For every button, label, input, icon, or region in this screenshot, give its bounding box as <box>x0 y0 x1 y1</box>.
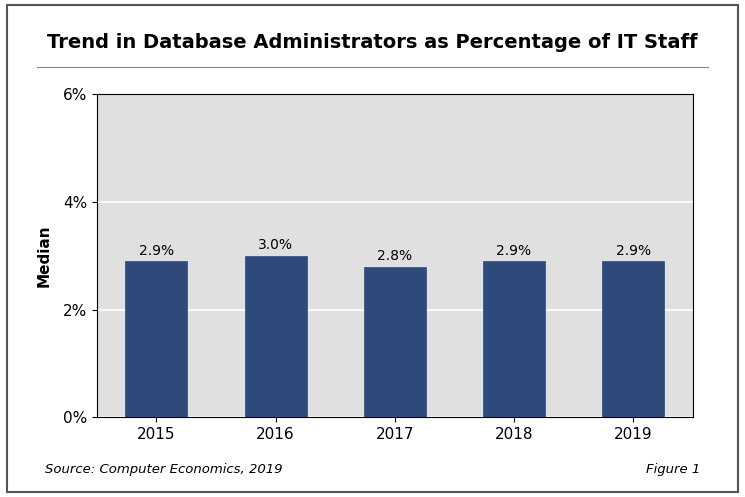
Bar <box>602 261 665 417</box>
Bar <box>125 261 188 417</box>
Bar <box>364 267 426 417</box>
Text: 3.0%: 3.0% <box>259 238 293 252</box>
Text: 2.9%: 2.9% <box>615 244 651 257</box>
Bar <box>244 256 307 417</box>
Text: 2.9%: 2.9% <box>139 244 174 257</box>
Text: Trend in Database Administrators as Percentage of IT Staff: Trend in Database Administrators as Perc… <box>47 33 698 52</box>
Text: 2.8%: 2.8% <box>377 249 413 263</box>
Text: Source: Computer Economics, 2019: Source: Computer Economics, 2019 <box>45 463 282 476</box>
Bar <box>483 261 545 417</box>
Y-axis label: Median: Median <box>37 225 51 287</box>
Text: Figure 1: Figure 1 <box>646 463 700 476</box>
Text: 2.9%: 2.9% <box>496 244 532 257</box>
